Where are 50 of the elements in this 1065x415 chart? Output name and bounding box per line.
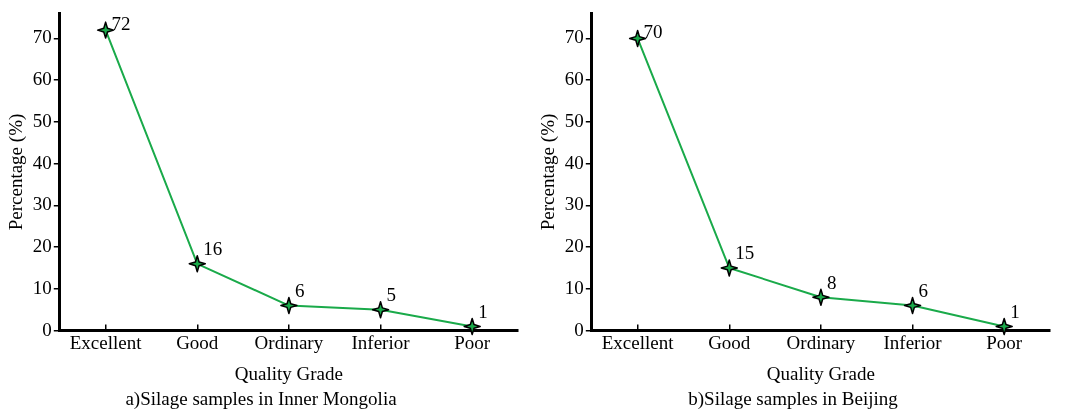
y-axis-title: Percentage (%) bbox=[537, 113, 560, 231]
point bbox=[720, 259, 739, 277]
data-label: 6 bbox=[918, 280, 929, 302]
point bbox=[371, 300, 390, 319]
data-label: 72 bbox=[111, 12, 131, 34]
point bbox=[463, 317, 481, 336]
y-tick-label: 20 bbox=[32, 235, 52, 257]
y-tick-label: 30 bbox=[564, 193, 584, 215]
x-tick-label: Ordinary bbox=[254, 331, 324, 353]
data-label: 1 bbox=[478, 300, 488, 322]
x-tick-label: Good bbox=[176, 331, 219, 353]
y-tick-label: 50 bbox=[32, 109, 52, 131]
data-label: 5 bbox=[386, 284, 397, 306]
y-tick-label: 50 bbox=[564, 109, 584, 131]
y-tick-label: 60 bbox=[32, 68, 52, 90]
data-label: 16 bbox=[203, 238, 223, 260]
y-axis-title: Percentage (%) bbox=[5, 113, 28, 231]
y-tick-label: 40 bbox=[32, 151, 52, 173]
x-axis-title: Quality Grade bbox=[234, 362, 343, 384]
x-tick-label: Poor bbox=[986, 331, 1023, 353]
point bbox=[280, 296, 298, 315]
point bbox=[903, 296, 922, 315]
x-tick-label: Poor bbox=[454, 331, 491, 353]
x-axis-title: Quality Grade bbox=[766, 362, 875, 384]
y-tick-label: 60 bbox=[564, 68, 584, 90]
y-tick-label: 10 bbox=[32, 276, 52, 298]
y-tick-label: 40 bbox=[564, 151, 584, 173]
point bbox=[995, 317, 1013, 336]
point bbox=[812, 288, 830, 306]
x-tick-label: Inferior bbox=[883, 331, 943, 353]
y-tick-label: 10 bbox=[564, 276, 584, 298]
data-label: 6 bbox=[294, 280, 305, 302]
data-label: 1 bbox=[1010, 300, 1020, 322]
y-tick-label: 30 bbox=[32, 193, 52, 215]
y-tick-label: 20 bbox=[564, 235, 584, 257]
y-tick-label: 0 bbox=[42, 318, 52, 340]
x-tick-label: Good bbox=[708, 331, 751, 353]
point bbox=[188, 255, 207, 273]
y-tick-label: 70 bbox=[564, 26, 584, 48]
x-tick-label: Excellent bbox=[69, 331, 143, 353]
y-tick-label: 0 bbox=[574, 318, 584, 340]
x-tick-label: Inferior bbox=[351, 331, 411, 353]
text: b)Silage samples in Beijing bbox=[688, 387, 899, 410]
text: a)Silage samples in Inner Mongolia bbox=[125, 387, 398, 410]
data-label: 70 bbox=[643, 20, 663, 42]
y-tick-label: 70 bbox=[32, 26, 52, 48]
data-label: 15 bbox=[735, 242, 755, 264]
x-tick-label: Excellent bbox=[601, 331, 675, 353]
data-label: 8 bbox=[826, 271, 837, 293]
x-tick-label: Ordinary bbox=[786, 331, 856, 353]
